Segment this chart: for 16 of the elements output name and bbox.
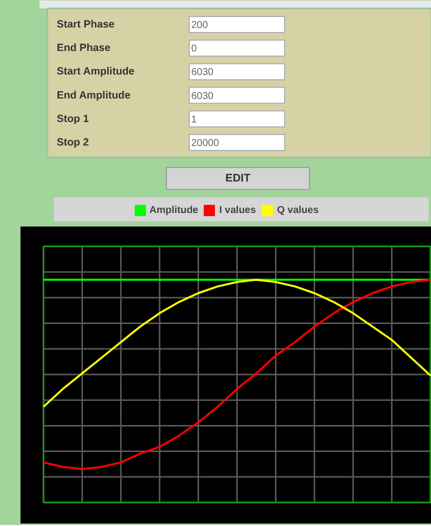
text: Start Phase — [56, 18, 115, 30]
text: 1 — [191, 114, 198, 126]
text: 20000 — [191, 138, 220, 149]
legend-label: Q values — [276, 204, 319, 216]
text: 200 — [191, 20, 208, 31]
text: Stop 2 — [56, 136, 89, 148]
text: Start Amplitude — [56, 66, 135, 78]
text: End Amplitude — [56, 89, 131, 102]
text: 6030 — [191, 67, 214, 78]
text: 0 — [191, 44, 198, 55]
text: 6030 — [191, 90, 214, 102]
legend-label: Amplitude — [149, 204, 198, 216]
text: EDIT — [225, 172, 251, 184]
legend-label: I values — [219, 204, 256, 216]
text: End Phase — [56, 42, 111, 54]
text: Stop 1 — [56, 112, 89, 125]
